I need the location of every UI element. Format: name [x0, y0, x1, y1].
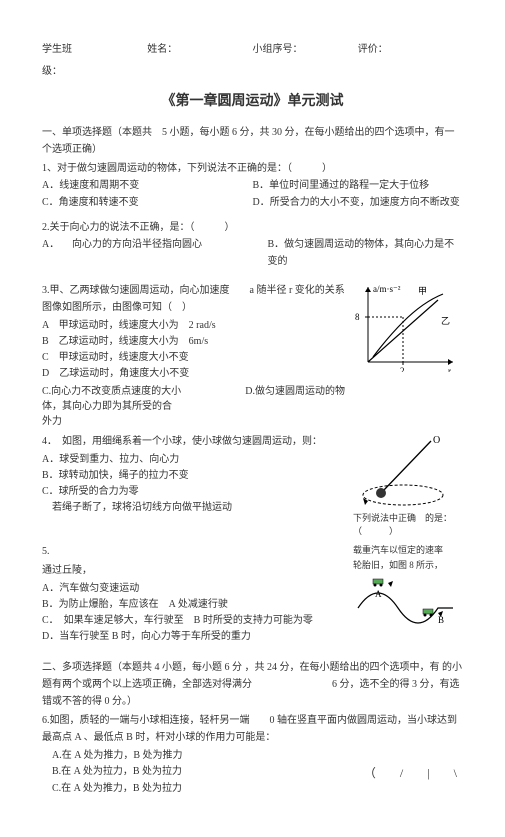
- q3-H: 外力: [42, 412, 345, 427]
- q5-C: C． 如果车速足够大，车行驶至 B 时所受的支持力可能为零: [42, 613, 345, 629]
- q4-A: A．球受到重力、拉力、向心力: [42, 452, 345, 468]
- q5-r2: 轮胎旧，如图 8 所示，: [353, 558, 463, 571]
- q3-E: C.向心力不改变质点速度的大小: [42, 382, 245, 397]
- q1-suffix: 的是：（ ）: [257, 163, 332, 174]
- q5-B: B．为防止爆胎，车应该在 A 处减速行驶: [42, 597, 345, 613]
- svg-text:甲: 甲: [418, 286, 427, 296]
- q5-figure: A B: [353, 573, 458, 643]
- q2-A: A．: [42, 236, 72, 270]
- q3-G: 体，其向心力即为其所受的合: [42, 397, 345, 412]
- class-suffix: 级：: [42, 63, 463, 80]
- q4-figure: O: [353, 433, 453, 511]
- group-label: 小组序号：: [253, 40, 358, 55]
- q2-A2: 向心力的方向沿半径指向圆心: [72, 236, 268, 270]
- q5-D: D．当车行驶至 B 时，向心力等于车所受的重力: [42, 629, 345, 645]
- q1-D: D．所受合力的大小不变，加速度方向不断改变: [253, 194, 464, 211]
- q1-A: A．线速度和周期不变: [42, 177, 253, 194]
- svg-text:O: O: [433, 435, 440, 446]
- svg-text:r: r: [448, 366, 451, 372]
- section2-heading: 二、多项选择题（本题共 4 小题，每小题 6 分 ，共 24 分，在每小题给出的…: [42, 659, 463, 710]
- q6-A: A.在 A 处为推力，B 处为推力: [52, 748, 463, 764]
- q6-C: C.在 A 处为推力，B 处为拉力: [52, 781, 463, 797]
- q6-B: B.在 A 处为拉力，B 处为拉力: [52, 764, 364, 781]
- q1-C: C．角速度和转速不变: [42, 194, 253, 211]
- q4-right: 下列说法中正确 的是：（ ）: [353, 511, 463, 537]
- q3-stem: 3.甲、乙两球做匀速圆周运动，向心加速度 a 随半径 r 变化的关系图像如图所示…: [42, 282, 345, 316]
- q5-stem: 5.: [42, 546, 50, 557]
- q1-stem: 1、对于做匀速圆周运动的物体，下列说法不正确: [42, 163, 257, 174]
- page-title: 《第一章圆周运动》单元测试: [42, 90, 463, 110]
- q3-F: D.做匀速圆周运动的物: [245, 382, 345, 397]
- q2-stem: 2.关于向心力的说法不正确，是：（ ）: [42, 219, 463, 236]
- q4-D: 若绳子断了，球将沿切线方向做平抛运动: [52, 500, 345, 516]
- svg-text:A: A: [375, 589, 382, 599]
- q5-r1: 载重汽车以恒定的速率: [353, 543, 463, 556]
- q3-B: B 乙球运动时，线速度大小为: [42, 336, 179, 347]
- q5-A: A．汽车做匀变速运动: [42, 581, 345, 597]
- q5-stem2: 通过丘陵，: [42, 565, 92, 576]
- section1-heading: 一、单项选择题（本题共 5 小题，每小题 6 分，共 30 分，在每小题给出的四…: [42, 124, 463, 158]
- class-label: 学生班: [42, 40, 147, 55]
- q3-graph: a/m·s⁻² 甲 8 乙 2 r: [353, 282, 458, 372]
- q1-B: B．单位时间里通过的路程一定大于位移: [253, 177, 464, 194]
- score-label: 评价：: [358, 40, 463, 55]
- q3-A2: 2 rad/s: [189, 320, 216, 331]
- q4-B: B．球转动加快，绳子的拉力不变: [42, 468, 345, 484]
- q3-C: C 甲球运动时，线速度大小不变: [42, 350, 345, 366]
- q4-C: C．球所受的合力为零: [42, 484, 345, 500]
- svg-text:乙: 乙: [441, 316, 450, 326]
- q4-stem: 4． 如图，用细绳系着一个小球，使小球做匀速圆周运动，则：: [42, 433, 345, 450]
- q3-D: D 乙球运动时，角速度大小不变: [42, 366, 345, 382]
- q6-slash: （ / | \: [364, 764, 463, 781]
- graph-ylabel: a/m·s⁻²: [373, 284, 401, 294]
- q3-A: A 甲球运动时，线速度大小为: [42, 320, 179, 331]
- name-label: 姓名：: [147, 40, 252, 55]
- svg-text:8: 8: [355, 312, 360, 322]
- q6-stem: 6.如图，质轻的一端与小球相连接，轻杆另一端 0 轴在竖直平面内做圆周运动，当小…: [42, 712, 463, 746]
- svg-text:2: 2: [400, 366, 405, 372]
- q3-B2: 6m/s: [189, 336, 208, 347]
- q2-B: B．做匀速圆周运动的物体，其向心力是不变的: [268, 236, 464, 270]
